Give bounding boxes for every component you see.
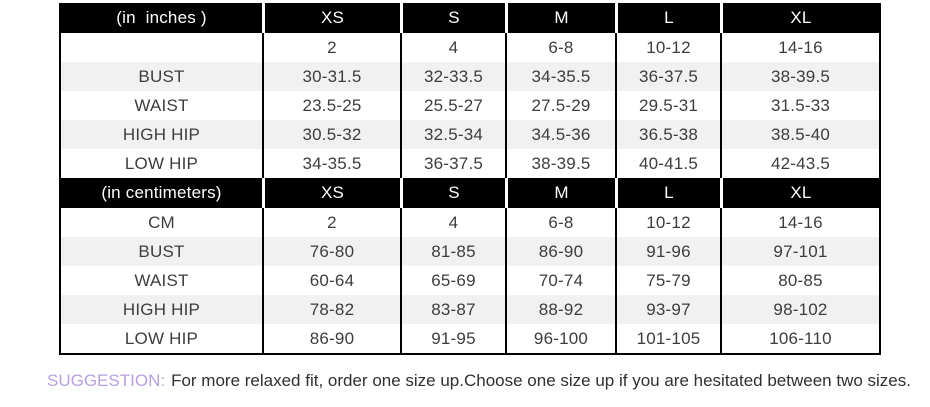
size-cell: 91-96 — [615, 237, 720, 266]
size-cell: 4 — [400, 33, 505, 62]
size-cell: 6-8 — [505, 208, 615, 237]
section-header-centimeters: (in centimeters) XS S M L XL — [61, 178, 879, 208]
size-cell: 106-110 — [720, 324, 879, 353]
suggestion-label: SUGGESTION: — [47, 371, 166, 390]
size-cell: 34-35.5 — [505, 62, 615, 91]
size-cell: 40-41.5 — [615, 149, 720, 178]
row-label: LOW HIP — [124, 153, 199, 173]
column-header-l: L — [615, 3, 720, 33]
size-cell: 2 — [262, 33, 400, 62]
size-cell: 32.5-34 — [400, 120, 505, 149]
size-cell: 65-69 — [400, 266, 505, 295]
row-label: HIGH HIP — [61, 295, 262, 324]
row-label: HIGH HIP — [61, 120, 262, 149]
size-cell: 83-87 — [400, 295, 505, 324]
size-cell: 101-105 — [615, 324, 720, 353]
size-cell: 36-37.5 — [400, 149, 505, 178]
size-cell: 23.5-25 — [262, 91, 400, 120]
column-header-s: S — [400, 3, 505, 33]
size-cell: 42-43.5 — [720, 149, 879, 178]
row-label — [61, 33, 262, 62]
size-cell: 30.5-32 — [262, 120, 400, 149]
size-cell: 70-74 — [505, 266, 615, 295]
size-cell: 14-16 — [720, 33, 879, 62]
row-label: BUST — [61, 62, 262, 91]
size-cell: 4 — [400, 208, 505, 237]
size-cell: 96-100 — [505, 324, 615, 353]
size-cell: 75-79 — [615, 266, 720, 295]
table-row: LOW HIP 34-35.5 36-37.5 38-39.5 40-41.5 … — [61, 149, 879, 178]
row-label: BUST — [61, 237, 262, 266]
size-cell: 38-39.5 — [720, 62, 879, 91]
section-title-inches: (in inches ) — [61, 3, 262, 33]
size-cell: 25.5-27 — [400, 91, 505, 120]
size-cell: 36-37.5 — [615, 62, 720, 91]
section-title-centimeters: (in centimeters) — [61, 178, 262, 208]
size-cell: 60-64 — [262, 266, 400, 295]
size-cell: 76-80 — [262, 237, 400, 266]
section-header-inches: (in inches ) XS S M L XL — [61, 3, 879, 33]
size-cell: 78-82 — [262, 295, 400, 324]
suggestion-note: SUGGESTION: For more relaxed fit, order o… — [47, 371, 930, 391]
size-cell: 30-31.5 — [262, 62, 400, 91]
row-label: CM — [148, 212, 175, 232]
table-row: BUST 30-31.5 32-33.5 34-35.5 36-37.5 38-… — [61, 62, 879, 91]
suggestion-text: For more relaxed fit, order one size up.… — [171, 371, 911, 390]
table-row: WAIST 60-64 65-69 70-74 75-79 80-85 — [61, 266, 879, 295]
column-header-xs: XS — [262, 3, 400, 33]
column-header-m: M — [505, 178, 615, 208]
row-label: LOW HIP — [124, 328, 199, 348]
table-row: CM 2 4 6-8 10-12 14-16 — [61, 208, 879, 237]
size-cell: 32-33.5 — [400, 62, 505, 91]
size-cell: 81-85 — [400, 237, 505, 266]
size-cell: 10-12 — [615, 208, 720, 237]
table-row: BUST 76-80 81-85 86-90 91-96 97-101 — [61, 237, 879, 266]
size-cell: 91-95 — [400, 324, 505, 353]
size-cell: 29.5-31 — [615, 91, 720, 120]
table-row: HIGH HIP 78-82 83-87 88-92 93-97 98-102 — [61, 295, 879, 324]
size-cell: 2 — [262, 208, 400, 237]
column-header-l: L — [615, 178, 720, 208]
column-header-xl: XL — [720, 3, 879, 33]
table-row: WAIST 23.5-25 25.5-27 27.5-29 29.5-31 31… — [61, 91, 879, 120]
table-row: LOW HIP 86-90 91-95 96-100 101-105 106-1… — [61, 324, 879, 353]
size-cell: 34-35.5 — [262, 149, 400, 178]
size-cell: 10-12 — [615, 33, 720, 62]
size-cell: 14-16 — [720, 208, 879, 237]
size-cell: 88-92 — [505, 295, 615, 324]
size-cell: 80-85 — [720, 266, 879, 295]
size-cell: 86-90 — [262, 324, 400, 353]
size-cell: 38-39.5 — [505, 149, 615, 178]
column-header-xs: XS — [262, 178, 400, 208]
size-cell: 6-8 — [505, 33, 615, 62]
row-label: WAIST — [134, 95, 189, 115]
size-cell: 97-101 — [720, 237, 879, 266]
size-chart-table: (in inches ) XS S M L XL 2 4 6-8 10-12 1… — [59, 3, 881, 355]
size-cell: 93-97 — [615, 295, 720, 324]
table-row: 2 4 6-8 10-12 14-16 — [61, 33, 879, 62]
size-cell: 98-102 — [720, 295, 879, 324]
size-cell: 27.5-29 — [505, 91, 615, 120]
column-header-xl: XL — [720, 178, 879, 208]
size-cell: 86-90 — [505, 237, 615, 266]
size-cell: 36.5-38 — [615, 120, 720, 149]
column-header-s: S — [400, 178, 505, 208]
table-row: HIGH HIP 30.5-32 32.5-34 34.5-36 36.5-38… — [61, 120, 879, 149]
column-header-m: M — [505, 3, 615, 33]
row-label: WAIST — [134, 270, 189, 290]
size-cell: 34.5-36 — [505, 120, 615, 149]
size-cell: 31.5-33 — [720, 91, 879, 120]
size-cell: 38.5-40 — [720, 120, 879, 149]
